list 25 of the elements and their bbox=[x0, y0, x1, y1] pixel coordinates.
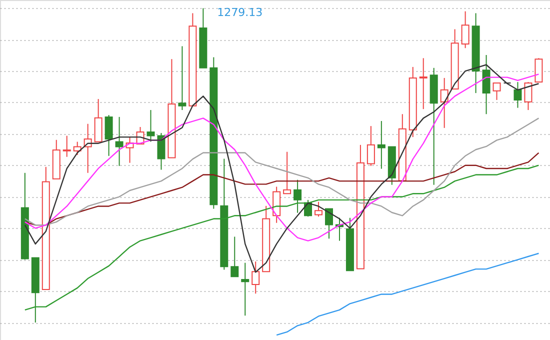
candlestick bbox=[94, 98, 102, 142]
candlestick bbox=[482, 54, 490, 115]
candlestick bbox=[115, 116, 124, 166]
candlestick bbox=[377, 120, 386, 170]
candlestick bbox=[366, 126, 375, 166]
candlestick bbox=[325, 208, 333, 240]
candlestick bbox=[252, 261, 260, 294]
candlestick bbox=[294, 179, 302, 214]
candlestick bbox=[524, 82, 532, 111]
candlestick bbox=[178, 46, 186, 111]
candlestick bbox=[230, 236, 239, 278]
candlestick bbox=[461, 10, 470, 49]
annotation: 1279.13 bbox=[217, 6, 263, 20]
candlestick bbox=[419, 58, 428, 110]
candlestick bbox=[104, 114, 113, 156]
candlestick bbox=[440, 77, 448, 128]
candlestick bbox=[534, 58, 543, 83]
candlestick bbox=[514, 82, 522, 108]
candlestick bbox=[241, 262, 250, 316]
candlestick bbox=[146, 110, 155, 142]
candlestick bbox=[62, 135, 71, 158]
candlestick bbox=[492, 82, 501, 100]
candlestick bbox=[283, 151, 292, 194]
candlestick bbox=[314, 201, 323, 218]
candlestick bbox=[157, 132, 166, 170]
